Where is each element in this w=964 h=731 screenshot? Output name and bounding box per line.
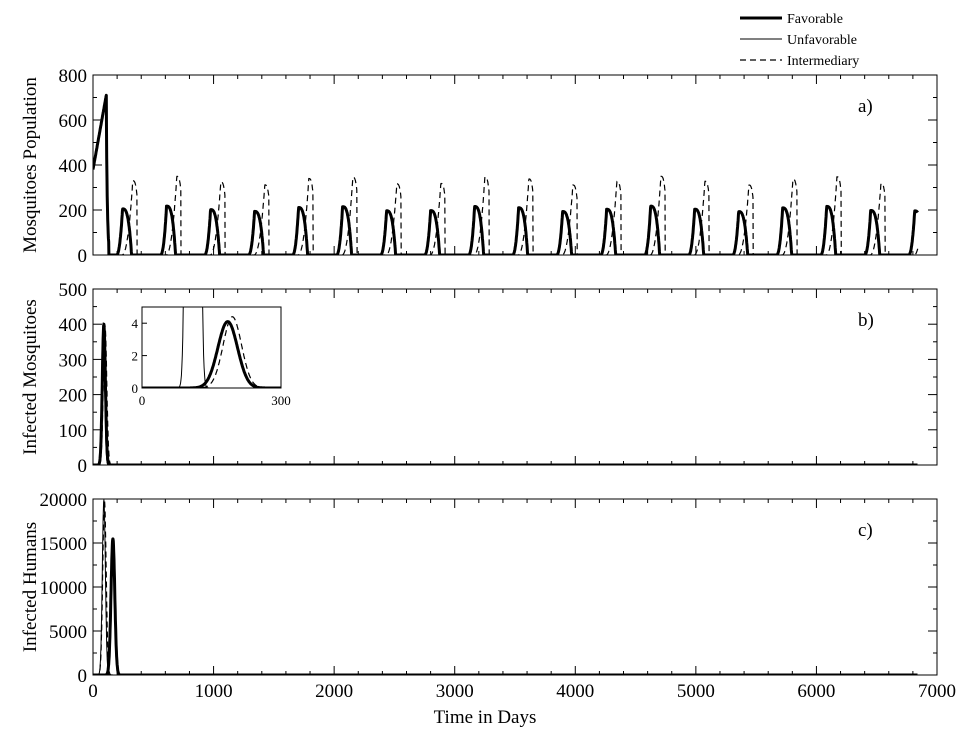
x-tick-label: 0 [88, 681, 98, 702]
y-tick-label: 600 [59, 111, 88, 132]
y-tick-label: 15000 [40, 534, 88, 555]
y-tick-label: 200 [59, 201, 88, 222]
panel-c: 0 5000 10000 15000 20000 Infected Humans c) 0 10… [20, 490, 956, 702]
y-axis-title-b: Infected Mosquitoes [20, 299, 41, 455]
x-tick-label: 3000 [436, 681, 474, 702]
legend-label-intermediary: Intermediary [787, 54, 859, 69]
inset-series [142, 307, 281, 388]
y-tick-label: 10000 [40, 578, 88, 599]
y-tick-label: 100 [59, 421, 88, 442]
inset-series-favorable [142, 320, 281, 388]
y-axis-title-a: Mosquitoes Population [20, 77, 41, 253]
panel-label-b: b) [858, 310, 874, 331]
x-tick-label: 5000 [677, 681, 715, 702]
panel-b: 0 100 200 300 400 500 Infected Mosquitoes b) 0 2 4… [20, 280, 938, 477]
inset-y-tick-label: 4 [132, 316, 139, 331]
x-tick-label: 4000 [556, 681, 594, 702]
y-axis-title-c: Infected Humans [20, 522, 41, 652]
y-tick-label: 0 [78, 246, 88, 267]
series-c-intermediary [93, 500, 918, 675]
legend: Favorable Unfavorable Intermediary [740, 12, 859, 69]
x-tick-label: 2000 [315, 681, 353, 702]
y-tick-label: 300 [59, 350, 88, 371]
inset-plot: 0 2 4 0 300 [132, 306, 291, 408]
series-a-favorable [93, 93, 919, 255]
y-tick-label: 5000 [49, 622, 87, 643]
y-tick-label: 20000 [40, 490, 88, 511]
panel-label-a: a) [858, 96, 873, 117]
y-tick-label: 0 [78, 456, 88, 477]
panel-a-frame [92, 74, 938, 256]
y-tick-label: 0 [78, 666, 88, 687]
y-tick-label: 500 [59, 280, 88, 301]
panel-c-series [93, 499, 919, 675]
panel-label-c: c) [858, 520, 873, 541]
legend-label-unfavorable: Unfavorable [787, 33, 857, 48]
y-tick-label: 200 [59, 386, 88, 407]
panel-a: 0 200 400 600 800 Mosquitoes Population a) [20, 66, 938, 267]
inset-background [142, 307, 281, 388]
x-axis-title: Time in Days [434, 707, 537, 728]
inset-y-tick-label: 2 [132, 349, 139, 364]
inset-x-tick-label: 300 [271, 393, 291, 408]
series-c-favorable [93, 537, 919, 675]
y-tick-label: 400 [59, 315, 88, 336]
x-tick-label: 7000 [918, 681, 956, 702]
y-tick-label: 800 [59, 66, 88, 87]
x-tick-label: 1000 [195, 681, 233, 702]
panel-a-series [93, 93, 919, 255]
y-tick-label: 400 [59, 156, 88, 177]
inset-x-tick-label: 0 [139, 393, 146, 408]
inset-frame [141, 306, 282, 389]
panel-c-frame [92, 498, 938, 676]
series-c-unfavorable [93, 499, 918, 675]
inset-y-tick-label: 0 [132, 381, 139, 396]
legend-label-favorable: Favorable [787, 12, 843, 27]
x-tick-label: 6000 [797, 681, 835, 702]
inset-series-intermediary [142, 316, 281, 388]
